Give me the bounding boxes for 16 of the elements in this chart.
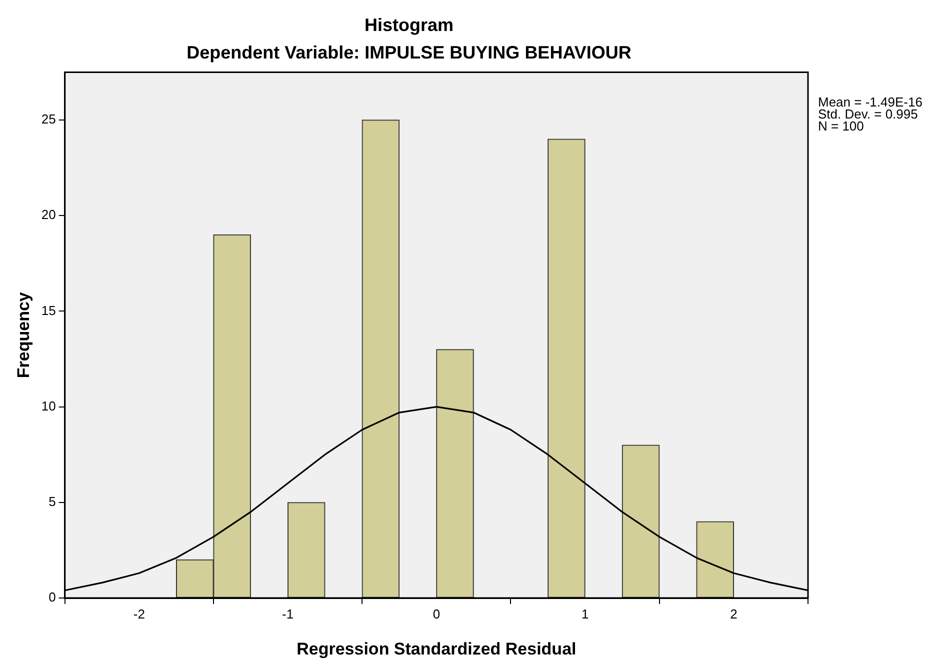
y-tick-label: 5 <box>48 494 56 509</box>
x-tick-label: -2 <box>133 606 145 622</box>
y-tick-label: 0 <box>48 590 56 605</box>
x-axis-title: Regression Standardized Residual <box>296 639 576 658</box>
y-tick-label: 20 <box>41 207 56 222</box>
chart-subtitle: Dependent Variable: IMPULSE BUYING BEHAVIOUR <box>186 42 632 62</box>
y-axis-title: Frequency <box>14 292 33 378</box>
chart-title: Histogram <box>364 14 454 35</box>
y-tick-label: 25 <box>41 112 56 127</box>
x-tick-label: 0 <box>432 606 440 622</box>
y-tick-label: 15 <box>41 302 56 318</box>
y-tick-label: 10 <box>41 398 56 414</box>
text: Mean = -1.49E-16 Std. Dev. = 0.995 N = 100 <box>818 94 922 134</box>
x-tick-label: 1 <box>581 606 589 622</box>
x-tick-label: 2 <box>730 606 738 622</box>
x-tick-label: -1 <box>282 606 294 622</box>
